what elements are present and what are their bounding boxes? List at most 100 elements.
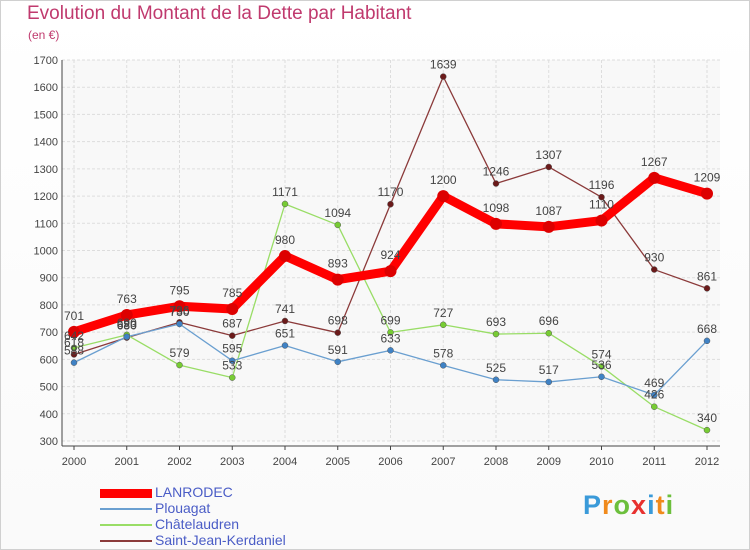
data-point (440, 73, 447, 80)
x-tick-label: 2010 (589, 456, 613, 468)
data-label: 1200 (430, 173, 457, 187)
data-label: 696 (539, 314, 559, 328)
x-tick-label: 2004 (273, 456, 297, 468)
y-tick-label: 1000 (34, 246, 58, 258)
data-label: 1098 (483, 201, 510, 215)
data-label: 1087 (535, 204, 562, 218)
data-label: 651 (275, 326, 295, 340)
y-tick-label: 800 (40, 300, 58, 312)
data-label: 525 (486, 361, 506, 375)
data-label: 578 (433, 346, 453, 360)
data-label: 701 (64, 309, 84, 323)
data-point (703, 337, 711, 345)
legend-item-lanrodec: LANRODEC (100, 484, 233, 500)
data-point (281, 317, 289, 325)
y-tick-label: 600 (40, 354, 58, 366)
data-label: 533 (222, 359, 242, 373)
data-label: 1110 (589, 198, 614, 212)
data-point (703, 285, 711, 292)
data-label: 1246 (483, 165, 510, 179)
data-label: 690 (117, 316, 137, 330)
data-label: 642 (64, 329, 84, 343)
legend-label: Plouagat (155, 500, 211, 516)
legend-label: Saint-Jean-Kerdaniel (155, 532, 286, 548)
data-point (440, 362, 447, 369)
data-label: 980 (275, 233, 295, 247)
x-tick-label: 2003 (220, 456, 244, 468)
x-tick-label: 2008 (484, 456, 508, 468)
data-label: 1639 (430, 58, 457, 72)
x-tick-label: 2007 (431, 456, 455, 468)
data-label: 588 (64, 344, 84, 358)
data-point (598, 373, 605, 381)
data-label: 1170 (378, 185, 404, 199)
legend-item-chatelaudren: Châtelaudren (100, 516, 239, 532)
data-point (651, 266, 658, 273)
y-tick-label: 300 (40, 436, 58, 448)
data-point (123, 333, 130, 341)
data-point (492, 376, 500, 384)
y-tick-label: 500 (40, 382, 58, 394)
data-label: 517 (539, 363, 559, 377)
data-label: 785 (222, 286, 242, 300)
data-point (651, 403, 658, 410)
chart-subtitle: (en €) (28, 28, 60, 42)
data-point (334, 329, 341, 336)
data-point (281, 342, 289, 349)
legend-swatch (100, 508, 152, 511)
data-label: 1171 (272, 185, 298, 199)
data-point (492, 180, 500, 187)
data-point (651, 391, 658, 399)
data-point (334, 358, 341, 366)
proxiti-logo: Proxiti (583, 490, 675, 520)
data-point (173, 300, 186, 313)
data-label: 668 (697, 322, 717, 336)
data-point (387, 200, 394, 208)
data-point (545, 163, 552, 171)
x-tick-label: 2006 (378, 456, 402, 468)
data-label: 795 (169, 283, 189, 297)
y-tick-label: 1400 (34, 137, 58, 149)
data-label: 699 (380, 313, 400, 327)
data-point (68, 325, 80, 338)
data-point (490, 217, 502, 230)
y-tick-label: 1700 (34, 55, 58, 67)
data-label: 633 (380, 331, 400, 345)
x-tick-label: 2000 (62, 456, 86, 468)
data-label: 698 (328, 314, 348, 328)
y-tick-label: 1300 (34, 164, 58, 176)
y-tick-label: 1200 (34, 191, 58, 203)
data-label: 574 (591, 347, 611, 361)
data-label: 591 (328, 343, 348, 357)
y-tick-label: 900 (40, 273, 58, 285)
data-label: 1307 (535, 148, 562, 162)
y-tick-label: 1600 (34, 82, 58, 94)
data-label: 680 (117, 319, 137, 333)
y-tick-label: 1500 (34, 109, 58, 121)
data-point (703, 426, 711, 434)
x-tick-label: 2009 (537, 456, 561, 468)
data-point (229, 357, 236, 364)
data-label: 1267 (641, 155, 668, 169)
x-tick-label: 2001 (115, 456, 139, 468)
data-point (437, 190, 450, 203)
legend-swatch (100, 488, 152, 498)
data-point (440, 321, 447, 329)
legend-item-saint-jean-kerdaniel: Saint-Jean-Kerdaniel (100, 532, 286, 548)
data-point (545, 329, 552, 337)
data-label: 924 (380, 248, 400, 262)
data-point (334, 221, 341, 229)
data-label: 727 (433, 306, 453, 320)
data-point (70, 344, 78, 352)
data-label: 736 (169, 303, 189, 317)
data-label: 618 (64, 335, 84, 349)
legend-item-plouagat: Plouagat (100, 500, 210, 516)
legend-swatch (100, 540, 152, 543)
data-point (384, 265, 397, 278)
data-point (648, 171, 661, 184)
data-label: 687 (222, 317, 242, 331)
data-label: 426 (644, 388, 664, 402)
legend-label: Châtelaudren (155, 516, 240, 532)
data-label: 469 (644, 376, 664, 390)
data-label: 693 (486, 315, 506, 329)
